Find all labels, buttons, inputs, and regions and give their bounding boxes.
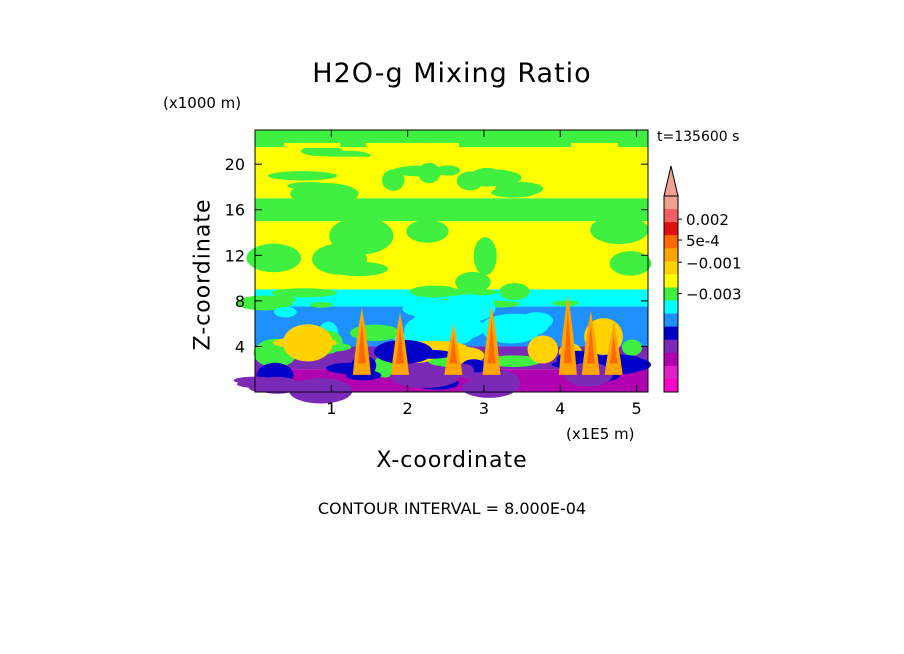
colorbar-segment <box>664 209 678 223</box>
field-blob <box>254 376 300 394</box>
field-blob <box>267 171 338 181</box>
field-blob <box>486 355 542 367</box>
field-blob <box>590 215 649 245</box>
field-blob <box>271 288 338 298</box>
plume-core <box>563 309 572 364</box>
colorbar-segment <box>664 248 678 262</box>
y-tick-label: 20 <box>225 155 245 174</box>
x-axis-unit: (x1E5 m) <box>566 425 635 443</box>
field-blob <box>482 316 541 344</box>
field-streak <box>571 142 618 148</box>
field-blob <box>462 169 522 187</box>
field-blob <box>621 339 643 356</box>
colorbar-segment <box>664 261 678 275</box>
plume-core <box>586 323 595 364</box>
field-blob <box>494 181 544 196</box>
colorbar-segment <box>664 326 678 341</box>
colorbar-arrow <box>663 165 679 197</box>
y-tick-label: 4 <box>235 337 245 356</box>
field-streak <box>403 156 433 162</box>
field-blob <box>289 378 353 404</box>
field-blob <box>312 243 368 275</box>
x-tick-label: 4 <box>555 399 565 418</box>
field-streak <box>473 156 511 162</box>
field-blob <box>287 181 330 190</box>
field-blob <box>350 213 370 235</box>
field-streak <box>531 156 580 162</box>
field-blob <box>282 324 333 362</box>
colorbar-segment <box>664 313 678 328</box>
field-band <box>255 198 648 222</box>
field-blob <box>499 283 530 300</box>
x-tick-label: 1 <box>326 399 336 418</box>
y-axis-unit: (x1000 m) <box>163 94 242 112</box>
plot-frame <box>254 129 649 393</box>
time-label: t=135600 s <box>657 129 740 145</box>
colorbar-segment <box>664 352 678 367</box>
field-streak <box>418 156 474 162</box>
field-blob <box>455 271 491 293</box>
contour-interval-label: CONTOUR INTERVAL = 8.000E-04 <box>317 499 587 518</box>
y-tick-label: 8 <box>235 292 245 311</box>
field-streak <box>291 142 328 148</box>
field-blob <box>552 300 580 306</box>
field-blob <box>264 294 296 305</box>
plume-core <box>487 318 496 364</box>
colorbar-segment <box>664 222 678 236</box>
field-blob <box>473 237 497 276</box>
colorbar-segment <box>664 300 678 315</box>
plume-core <box>449 333 458 364</box>
field-blob <box>614 358 652 372</box>
field-blob <box>461 377 517 398</box>
y-tick-label: 12 <box>225 246 245 265</box>
x-tick-label: 3 <box>479 399 489 418</box>
colorbar-segment <box>664 274 678 288</box>
colorbar-segment <box>664 378 678 393</box>
colorbar-segment <box>664 287 678 302</box>
field-blob <box>434 288 498 296</box>
field-blob <box>273 306 297 318</box>
field-blob <box>246 243 302 273</box>
field-blob <box>419 315 486 341</box>
field-streak <box>291 156 330 162</box>
x-axis-label: X-coordinate <box>376 448 528 473</box>
field-blob <box>609 251 652 276</box>
colorbar: 0.002 5e-4 −0.001 −0.003 <box>663 165 742 393</box>
colorbar-segment <box>664 365 678 380</box>
field-band <box>255 130 648 148</box>
colorbar-segment <box>664 235 678 249</box>
plot-field <box>233 130 652 404</box>
x-tick-label: 5 <box>631 399 641 418</box>
plume-core <box>395 324 404 364</box>
colorbar-label: 5e-4 <box>686 232 720 250</box>
field-blob <box>381 169 405 191</box>
plume-core <box>609 332 618 364</box>
field-blob <box>392 165 447 177</box>
x-tick-label: 2 <box>403 399 413 418</box>
colorbar-label: 0.002 <box>686 211 729 229</box>
field-blob <box>410 349 453 359</box>
field-streak <box>326 156 376 162</box>
field-streak <box>523 156 547 162</box>
field-blob <box>406 219 449 243</box>
field-streak <box>381 142 432 148</box>
field-blob <box>527 335 559 364</box>
colorbar-label: −0.003 <box>686 286 742 304</box>
field-blob <box>443 294 496 323</box>
colorbar-label: −0.001 <box>686 254 742 272</box>
plume-core <box>357 320 366 364</box>
y-tick-label: 16 <box>225 201 245 220</box>
field-streak <box>419 142 451 148</box>
field-blob <box>309 301 333 308</box>
chart-title: H2O-g Mixing Ratio <box>312 58 592 89</box>
colorbar-segment <box>664 196 678 210</box>
colorbar-segment <box>664 339 678 354</box>
